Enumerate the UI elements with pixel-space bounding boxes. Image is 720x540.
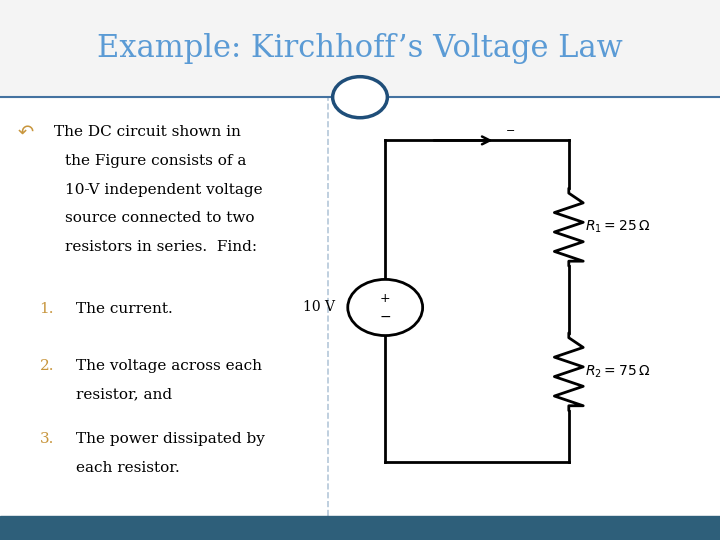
Text: 3.: 3. (40, 432, 54, 446)
Text: 2.: 2. (40, 359, 54, 373)
Text: source connected to two: source connected to two (65, 211, 254, 225)
Circle shape (348, 279, 423, 335)
Text: Example: Kirchhoff’s Voltage Law: Example: Kirchhoff’s Voltage Law (97, 33, 623, 64)
Text: The power dissipated by: The power dissipated by (76, 432, 264, 446)
Text: The voltage across each: The voltage across each (76, 359, 261, 373)
Text: ↶: ↶ (18, 123, 35, 142)
Text: +: + (380, 292, 390, 305)
Text: $R_2 = 75\,\Omega$: $R_2 = 75\,\Omega$ (585, 363, 650, 380)
Text: The DC circuit shown in: The DC circuit shown in (54, 125, 241, 139)
Text: the Figure consists of a: the Figure consists of a (65, 154, 246, 168)
Text: each resistor.: each resistor. (76, 461, 179, 475)
Text: −: − (505, 126, 515, 136)
Text: 10 V: 10 V (303, 300, 335, 314)
Text: The current.: The current. (76, 302, 172, 316)
Text: −: − (379, 310, 391, 324)
Bar (0, 0, 720, 97)
Text: 10-V independent voltage: 10-V independent voltage (65, 183, 262, 197)
Text: resistors in series.  Find:: resistors in series. Find: (65, 240, 257, 254)
Text: $R_1 = 25\,\Omega$: $R_1 = 25\,\Omega$ (585, 219, 650, 235)
Text: 1.: 1. (40, 302, 54, 316)
Bar (0, 516, 720, 540)
Circle shape (333, 77, 387, 118)
Text: resistor, and: resistor, and (76, 388, 172, 402)
